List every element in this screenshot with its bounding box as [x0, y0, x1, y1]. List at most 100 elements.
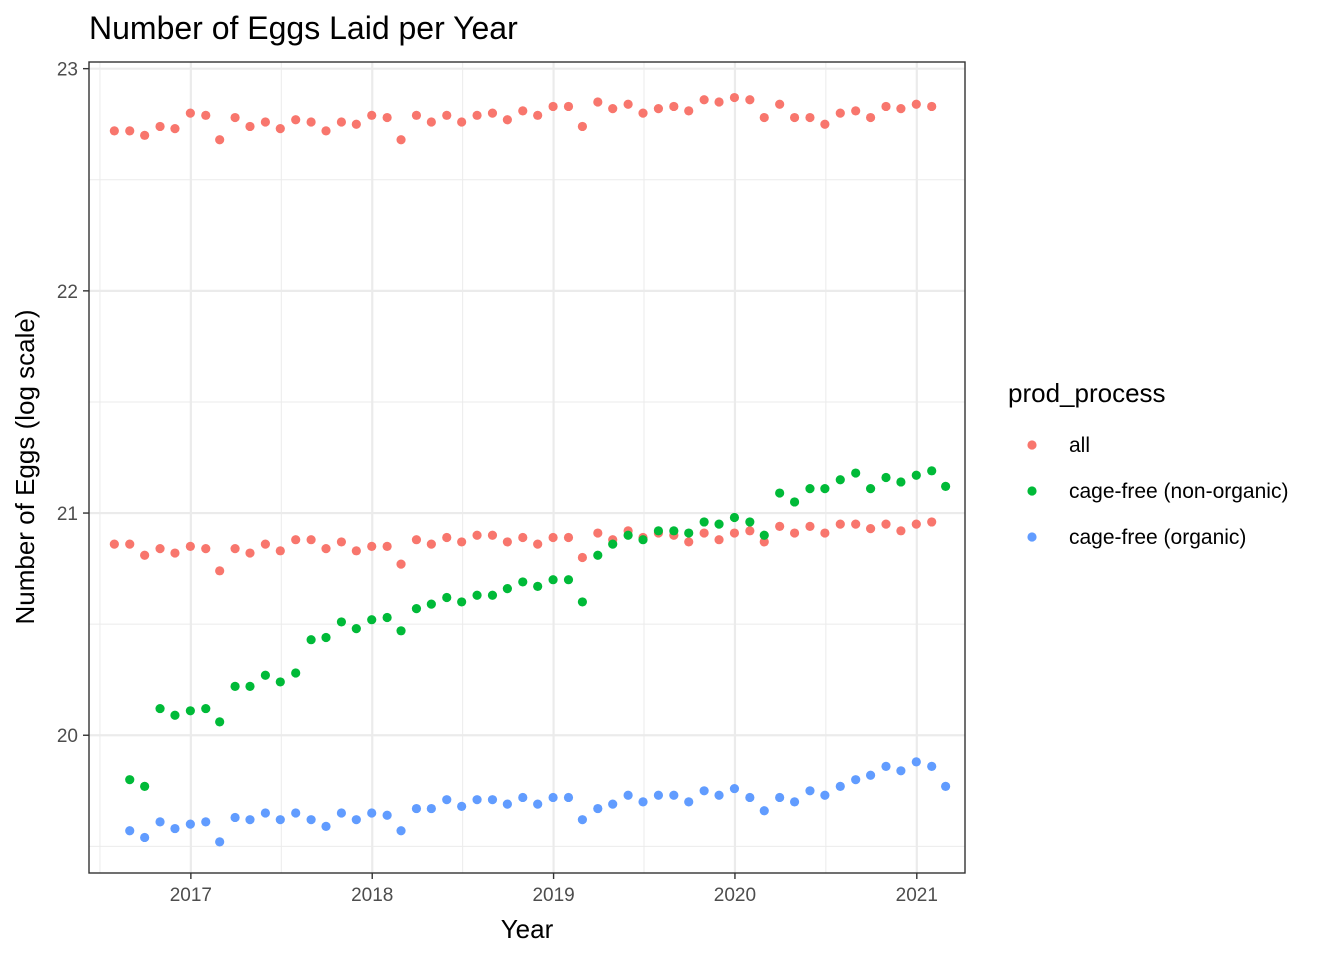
data-point [745, 517, 755, 527]
data-point [396, 826, 406, 836]
data-point [396, 626, 406, 636]
data-point [109, 539, 119, 549]
data-point [729, 528, 740, 538]
data-point [125, 126, 135, 136]
data-points [109, 92, 951, 847]
data-point [382, 612, 392, 623]
data-point [729, 512, 740, 523]
data-point [306, 815, 316, 825]
data-point [669, 101, 679, 112]
data-point [351, 546, 361, 556]
legend-label: all [1069, 434, 1090, 457]
data-point [941, 781, 951, 791]
data-point [684, 537, 694, 547]
y-tick-label: 21 [57, 504, 78, 525]
data-point [638, 108, 648, 118]
data-point [306, 535, 316, 545]
data-point [638, 797, 648, 807]
data-point [699, 528, 709, 538]
data-point [472, 590, 482, 600]
x-axis-title: Year [501, 914, 554, 944]
data-point [835, 108, 845, 118]
data-point [140, 130, 150, 140]
data-point [472, 530, 482, 540]
data-point [457, 597, 467, 607]
data-point [577, 597, 588, 607]
data-point [518, 577, 528, 587]
grid-lines [89, 62, 965, 873]
data-point [851, 468, 861, 478]
data-point [896, 526, 906, 536]
data-point [260, 117, 270, 127]
data-point [321, 632, 331, 643]
series-all [109, 92, 937, 576]
data-point [865, 484, 876, 494]
data-point [881, 101, 891, 112]
data-point [457, 801, 467, 811]
data-point [230, 544, 240, 554]
data-point [911, 99, 921, 109]
data-point [201, 703, 211, 714]
series-cage-free-organic- [125, 757, 951, 847]
data-point [351, 623, 361, 634]
y-tick-label: 20 [57, 726, 78, 747]
data-point [896, 766, 906, 776]
data-point [851, 519, 861, 529]
data-point [275, 815, 285, 825]
data-point [306, 635, 316, 645]
data-point [563, 792, 574, 803]
data-point [215, 135, 225, 145]
x-tick-label: 2019 [532, 885, 574, 906]
data-point [367, 541, 377, 551]
data-point [941, 481, 951, 491]
data-point [669, 526, 679, 536]
data-point [653, 790, 664, 800]
data-point [185, 706, 195, 716]
data-point [245, 548, 255, 558]
data-point [260, 539, 270, 549]
data-point [275, 546, 285, 556]
data-point [533, 799, 543, 809]
data-point [125, 775, 135, 785]
data-point [411, 803, 422, 814]
data-point [245, 681, 255, 691]
data-point [820, 119, 830, 129]
data-point [351, 815, 361, 825]
data-point [291, 668, 301, 678]
data-point [789, 112, 800, 123]
data-point [230, 681, 240, 691]
data-point [275, 124, 285, 134]
data-point [623, 790, 633, 800]
data-point [881, 519, 891, 529]
data-point [442, 795, 452, 805]
legend-title: prod_process [1008, 378, 1166, 408]
data-point [927, 466, 937, 476]
data-point [367, 110, 377, 120]
legend-key [1027, 440, 1037, 450]
data-point [623, 99, 633, 109]
data-point [577, 815, 588, 825]
data-point [593, 550, 603, 560]
data-point [230, 112, 240, 123]
data-point [201, 817, 211, 827]
data-point [487, 530, 498, 540]
data-point [125, 539, 135, 549]
data-point [426, 539, 436, 549]
data-point [457, 117, 467, 127]
data-point [367, 615, 377, 625]
data-point [548, 792, 558, 803]
data-point [245, 815, 255, 825]
legend-label: cage-free (organic) [1069, 526, 1246, 549]
data-point [291, 808, 301, 818]
data-point [140, 832, 150, 843]
data-point [805, 484, 815, 494]
data-point [577, 552, 588, 563]
data-point [851, 106, 861, 116]
data-point [411, 603, 422, 614]
data-point [805, 112, 815, 123]
data-point [608, 104, 618, 114]
data-point [215, 837, 225, 847]
data-point [911, 757, 921, 767]
data-point [367, 808, 377, 818]
